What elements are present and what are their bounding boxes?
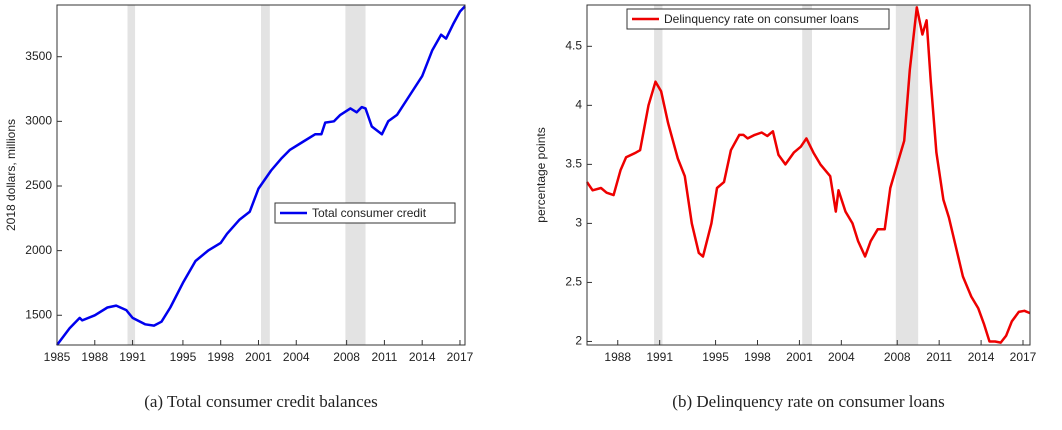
x-tick-label: 1995 [702, 350, 729, 364]
axes-box [56, 4, 466, 346]
y-tick-label: 1500 [25, 307, 52, 321]
legend-label: Total consumer credit [312, 206, 427, 220]
caption: (a) Total consumer credit balances [144, 392, 378, 411]
legend-label: Delinquency rate on consumer loans [664, 12, 859, 26]
recession-band [261, 5, 270, 345]
x-tick-label: 2014 [409, 350, 436, 364]
x-tick-label: 2017 [447, 350, 474, 364]
recession-band [654, 5, 663, 345]
recession-band [895, 5, 919, 345]
y-tick-label: 3000 [25, 114, 52, 128]
data-line [585, 6, 1031, 344]
x-tick-label: 2011 [926, 350, 952, 364]
x-tick-label: 2014 [968, 350, 995, 364]
data-line [56, 5, 466, 346]
x-tick-label: 1998 [744, 350, 771, 364]
x-tick-label: 1991 [119, 350, 146, 364]
caption: (b) Delinquency rate on consumer loans [672, 392, 944, 411]
y-axis-label: percentage points [534, 127, 548, 222]
x-tick-label: 1985 [44, 350, 71, 364]
x-tick-label: 2008 [884, 350, 911, 364]
y-tick-label: 3.5 [565, 157, 582, 171]
axes-box [586, 4, 1031, 346]
y-tick-label: 3500 [25, 49, 52, 63]
x-tick-label: 2001 [786, 350, 813, 364]
x-tick-label: 2004 [828, 350, 855, 364]
x-tick-label: 1988 [604, 350, 631, 364]
x-tick-label: 2017 [1010, 350, 1037, 364]
recession-band [127, 5, 136, 345]
y-tick-label: 2000 [25, 243, 52, 257]
legend-box [626, 8, 890, 30]
x-tick-label: 2004 [283, 350, 310, 364]
legend-box [274, 202, 456, 224]
y-tick-label: 4.5 [565, 38, 582, 52]
y-tick-label: 3 [575, 216, 582, 230]
x-tick-label: 1995 [170, 350, 197, 364]
x-tick-label: 1988 [81, 350, 108, 364]
y-tick-label: 2 [575, 334, 582, 348]
x-tick-label: 2008 [333, 350, 360, 364]
y-tick-label: 4 [575, 98, 582, 112]
y-tick-label: 2500 [25, 178, 52, 192]
x-tick-label: 1998 [207, 350, 234, 364]
recession-band [802, 5, 812, 345]
x-tick-label: 1991 [646, 350, 673, 364]
y-tick-label: 2.5 [565, 275, 582, 289]
x-tick-label: 2001 [245, 350, 272, 364]
x-tick-label: 2011 [372, 350, 398, 364]
recession-band [345, 5, 366, 345]
y-axis-label: 2018 dollars, millions [4, 119, 18, 231]
